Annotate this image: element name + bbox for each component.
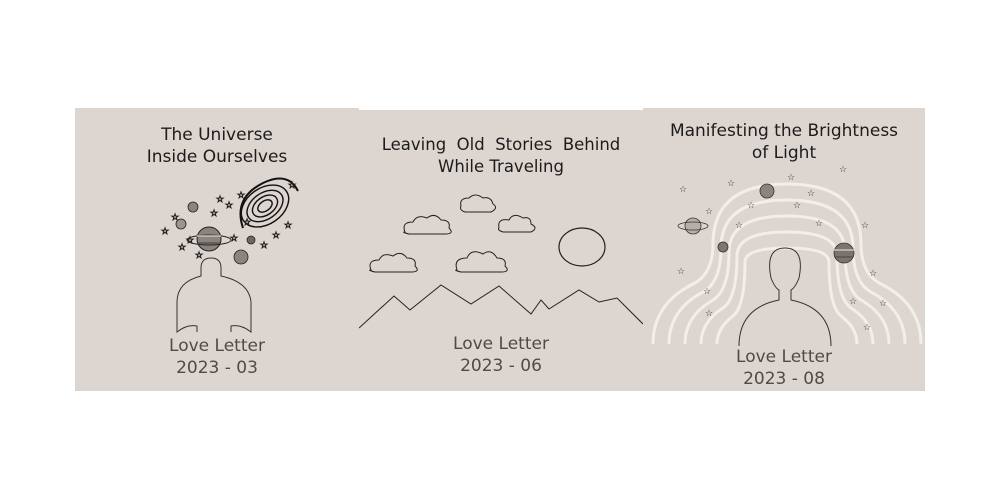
svg-text:☆: ☆ [849,297,857,307]
svg-text:☆: ☆ [703,287,711,297]
person-silhouette-icon [738,247,832,347]
svg-text:☆: ☆ [230,234,238,244]
svg-text:☆: ☆ [677,267,685,277]
card-title-line: of Light [751,143,817,163]
card-title-line: Manifesting the Brightness [669,121,899,141]
svg-text:☆: ☆ [243,218,251,228]
card-title: Leaving Old Stories Behind While Traveli… [359,134,643,178]
svg-text:☆: ☆ [272,231,280,241]
svg-text:☆: ☆ [284,221,292,231]
svg-text:☆: ☆ [237,191,245,201]
star-icon: ☆ ☆ ☆ ☆ ☆ ☆ ☆ ☆ ☆ ☆ ☆ ☆ ☆ ☆ ☆ ☆ ☆ ☆ [677,165,887,333]
card-caption: Love Letter 2023 - 06 [359,333,643,377]
svg-text:☆: ☆ [727,179,735,189]
planet-icon [717,183,855,264]
light-arcs-icon [651,182,923,345]
svg-text:☆: ☆ [735,221,743,231]
card-title-line: The Universe [161,125,273,145]
planet-icon [175,201,256,265]
svg-text:☆: ☆ [861,221,869,231]
person-bust-icon [176,257,252,334]
svg-text:☆: ☆ [216,195,224,205]
svg-text:☆: ☆ [225,201,233,211]
svg-text:☆: ☆ [186,236,194,246]
card-universe[interactable]: The Universe Inside Ourselves ☆ ☆ ☆ [75,108,359,391]
ringed-planet-icon [186,226,232,252]
card-old-stories[interactable]: Leaving Old Stories Behind While Traveli… [359,110,643,391]
card-caption: Love Letter 2023 - 08 [643,346,925,390]
svg-text:☆: ☆ [288,181,296,191]
universe-illustration: ☆☆ ☆ ☆☆ ☆ ☆☆☆ ☆☆☆ ☆☆☆ [161,177,299,334]
svg-text:☆: ☆ [815,219,823,229]
card-label: Love Letter [169,336,265,356]
card-title-line: Leaving Old Stories Behind [381,135,621,154]
cloud-icon [369,194,536,273]
card-caption: Love Letter 2023 - 03 [75,335,359,379]
svg-text:☆: ☆ [705,309,713,319]
card-date: 2023 - 06 [460,356,542,376]
card-label: Love Letter [736,347,832,367]
svg-text:☆: ☆ [879,299,887,309]
ringed-planet-icon [677,217,709,235]
card-brightness[interactable]: ☆ ☆ ☆ ☆ ☆ ☆ ☆ ☆ ☆ ☆ ☆ ☆ ☆ ☆ ☆ ☆ ☆ ☆ Manifesting the … [643,108,925,391]
svg-text:☆: ☆ [210,209,218,219]
card-date: 2023 - 03 [176,358,258,378]
svg-text:☆: ☆ [705,207,713,217]
svg-text:☆: ☆ [807,189,815,199]
spiral-galaxy-icon [239,177,299,229]
svg-text:☆: ☆ [869,269,877,279]
svg-text:☆: ☆ [679,185,687,195]
svg-text:☆: ☆ [747,201,755,211]
card-title-line: Inside Ourselves [146,147,288,167]
svg-text:☆: ☆ [161,227,169,237]
svg-text:☆: ☆ [260,241,268,251]
svg-text:☆: ☆ [178,243,186,253]
mountain-range-icon [359,284,643,329]
star-icon: ☆☆ ☆ ☆☆ ☆ ☆☆☆ ☆☆☆ ☆☆☆ [161,181,297,262]
card-title-line: While Traveling [438,157,564,176]
card-title: The Universe Inside Ourselves [75,124,359,168]
travel-illustration [359,194,643,329]
card-date: 2023 - 08 [743,369,825,389]
svg-text:☆: ☆ [839,165,847,175]
svg-text:☆: ☆ [787,173,795,183]
svg-text:☆: ☆ [793,201,801,211]
light-illustration: ☆ ☆ ☆ ☆ ☆ ☆ ☆ ☆ ☆ ☆ ☆ ☆ ☆ ☆ ☆ ☆ ☆ ☆ [651,165,923,347]
svg-text:☆: ☆ [171,213,179,223]
svg-text:☆: ☆ [863,323,871,333]
sun-circle-icon [558,227,606,267]
card-label: Love Letter [453,334,549,354]
card-title: Manifesting the Brightness of Light [643,120,925,164]
svg-text:☆: ☆ [195,251,203,261]
